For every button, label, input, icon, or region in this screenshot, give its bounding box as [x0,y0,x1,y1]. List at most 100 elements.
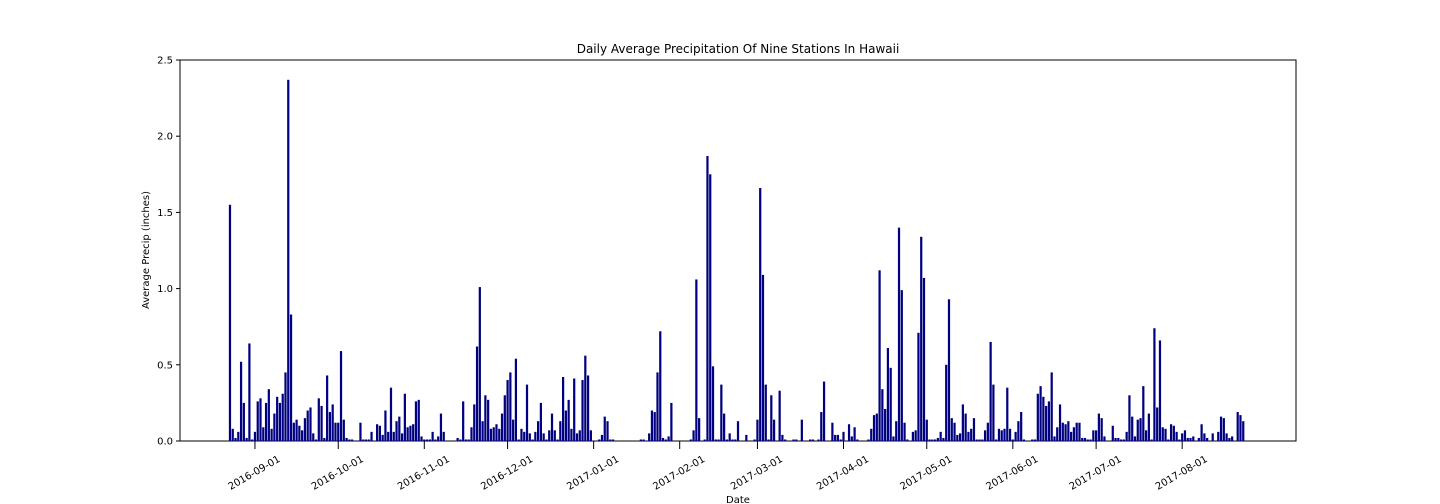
bar [278,402,282,441]
bar [1153,328,1156,441]
bar [831,422,834,441]
bar [1011,439,1014,441]
bar [1117,437,1120,441]
bar [389,387,393,441]
bar [326,375,329,441]
bar [650,410,654,441]
bar [867,439,870,441]
bar [289,314,293,441]
bar [267,389,270,441]
bar [664,439,667,441]
x-tick-label: 2017-08-01 [1154,454,1210,493]
bar [734,439,737,441]
bar [570,428,573,441]
bar [1133,436,1137,441]
bar [534,431,537,441]
bar [1072,427,1076,441]
bar [1111,425,1114,441]
bar [1125,431,1128,441]
bar [728,433,731,441]
bar [406,427,409,441]
bar [939,431,942,441]
bar [811,439,815,441]
bar [1122,439,1125,441]
y-tick-label: 1.0 [157,284,173,295]
bar [725,439,729,441]
bar [473,404,476,441]
bar [1047,401,1051,441]
bar [1058,404,1062,441]
bar [1206,437,1209,441]
bar [961,404,964,441]
bar [1231,436,1234,441]
bar [392,431,395,441]
bar [276,396,279,441]
bar [1014,431,1017,441]
bar [539,402,543,441]
bar [878,270,881,441]
bar [1200,424,1203,441]
bar [1239,415,1242,441]
bar [537,421,540,441]
bar [1061,422,1064,441]
bar [853,427,856,441]
bar [292,422,295,441]
bar [478,287,481,441]
bar [1100,418,1103,441]
x-tick-label: 2017-03-01 [729,454,785,493]
bar [642,439,645,441]
bar [398,416,401,441]
bar [756,419,759,441]
bar [761,274,765,441]
bar [1175,431,1178,441]
bar [564,410,567,441]
bar [428,439,431,441]
bar [695,279,698,441]
bar [795,439,798,441]
bar [548,430,551,441]
bar [287,79,290,441]
bar [922,277,926,441]
bar [542,433,545,441]
bar [745,434,748,441]
bar [1114,437,1117,441]
bar [420,436,423,441]
bar [895,421,898,441]
bar [1095,430,1098,441]
bar [1167,439,1170,441]
bar [1178,439,1181,441]
bar [836,434,840,441]
x-tick-label: 2017-05-01 [898,454,954,493]
bar [487,399,490,441]
bar [1064,424,1067,441]
bar [956,434,959,441]
bar [581,380,584,441]
bar [437,436,440,441]
bar [958,433,962,441]
bar [609,439,612,441]
bar [945,364,948,441]
bar [242,402,245,441]
bar [603,416,606,441]
bar [870,428,873,441]
bar [983,430,987,441]
bar [270,428,273,441]
bar [1139,418,1142,441]
bar [897,227,901,441]
bar [875,413,878,441]
bar [1017,421,1020,441]
bar [886,348,890,441]
y-tick-label: 2.0 [157,132,173,143]
bar [517,439,520,441]
bar [1045,405,1048,441]
bar [1169,424,1173,441]
bar [711,366,715,441]
bar [1075,422,1078,441]
bar [1089,439,1092,441]
bar [881,389,884,441]
bar [995,439,998,441]
bar [467,439,470,441]
bar [514,358,518,441]
bar [1092,430,1095,441]
x-tick-label: 2017-04-01 [815,454,871,493]
